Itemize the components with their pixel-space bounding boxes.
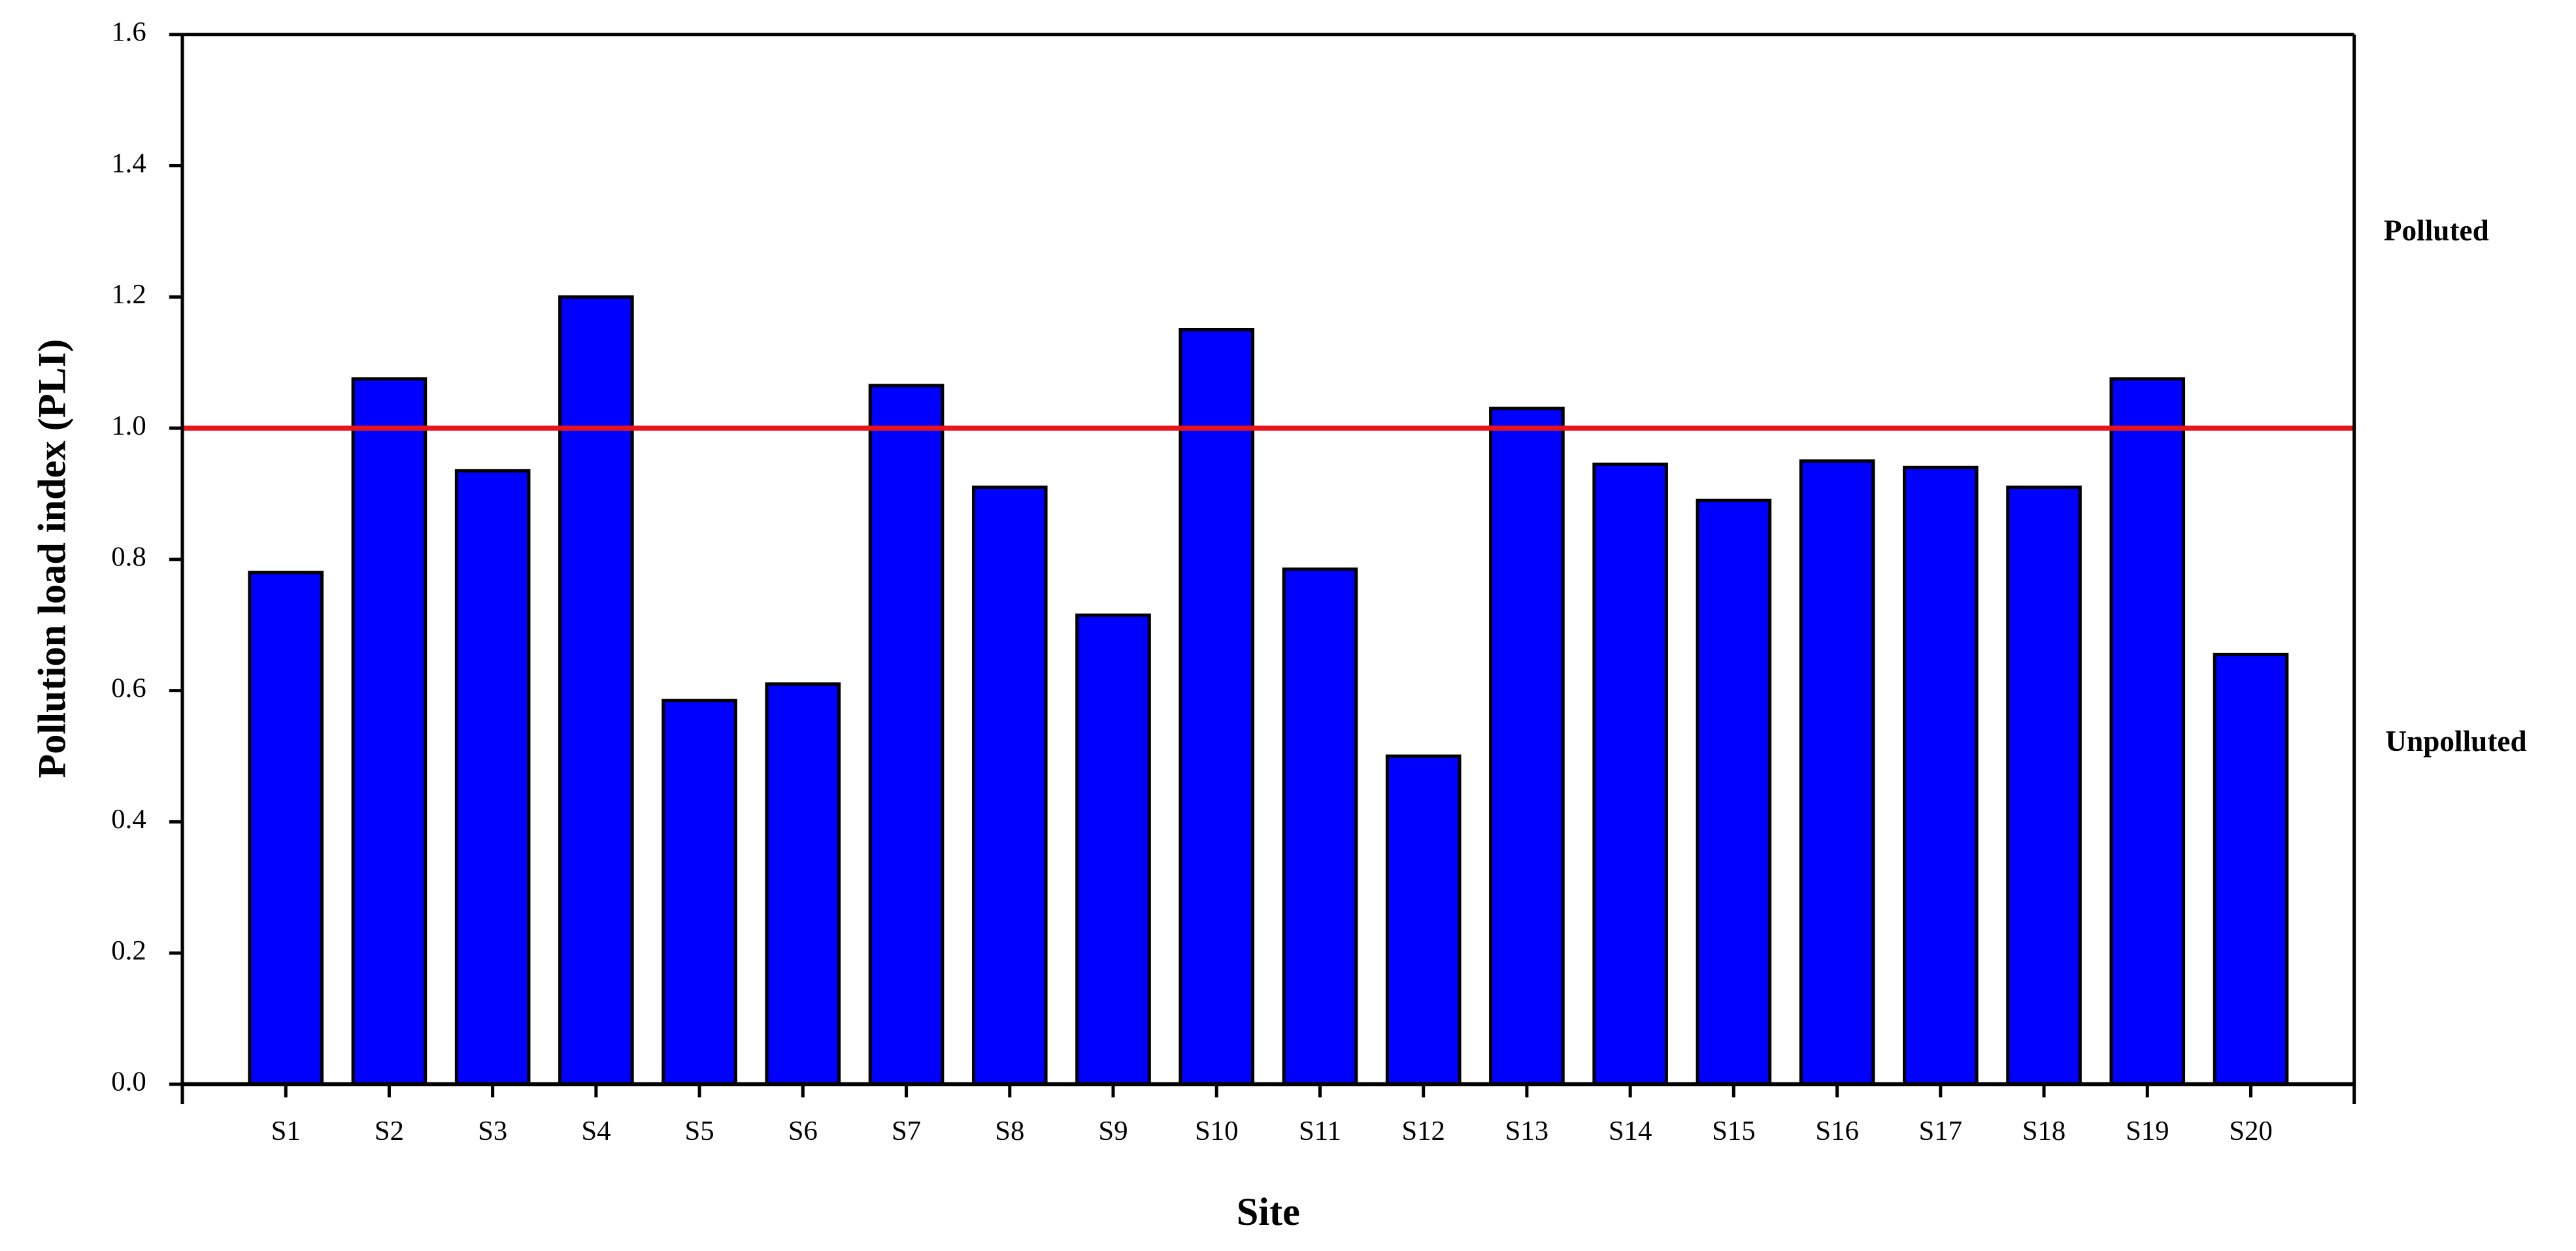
bar	[1902, 465, 1979, 1086]
x-tick-label: S3	[478, 1116, 507, 1146]
y-tick-label: 0.2	[111, 935, 146, 966]
x-axis-title: Site	[1237, 1190, 1300, 1234]
bar	[971, 485, 1048, 1086]
x-tick-label: S20	[2229, 1116, 2272, 1146]
y-tick-label: 1.0	[111, 410, 146, 441]
bar	[351, 377, 427, 1086]
bar	[1179, 327, 1255, 1086]
y-tick-label: 1.2	[111, 279, 146, 310]
y-tick-label: 0.0	[111, 1067, 146, 1097]
x-tick-label: S12	[1401, 1116, 1445, 1146]
x-tick-label: S14	[1609, 1116, 1652, 1146]
x-tick-label: S5	[685, 1116, 714, 1146]
x-tick-label: S10	[1195, 1116, 1238, 1146]
bar	[1799, 459, 1875, 1086]
y-tick-label: 0.4	[111, 804, 146, 835]
bar	[765, 682, 841, 1086]
x-tick-label: S1	[271, 1116, 301, 1146]
y-tick-label: 0.6	[111, 673, 146, 703]
x-tick-label: S6	[788, 1116, 818, 1146]
bar	[1385, 754, 1462, 1086]
x-tick-label: S15	[1712, 1116, 1755, 1146]
bar	[1282, 567, 1358, 1086]
annotation: Polluted	[2384, 214, 2489, 246]
y-tick-label: 1.6	[111, 17, 146, 48]
bar	[248, 571, 324, 1086]
x-tick-label: S17	[1919, 1116, 1962, 1146]
bar	[1489, 407, 1565, 1086]
x-tick-label: S19	[2126, 1116, 2169, 1146]
bar	[2006, 485, 2082, 1086]
bar	[1592, 462, 1668, 1086]
y-axis-title: Pollution load index (PLI)	[30, 339, 74, 778]
x-tick-label: S11	[1299, 1116, 1341, 1146]
bar	[454, 469, 531, 1086]
annotation: Unpolluted	[2385, 725, 2526, 758]
bar	[2213, 652, 2289, 1086]
bar	[1696, 498, 1772, 1086]
x-tick-label: S18	[2022, 1116, 2066, 1146]
x-tick-label: S13	[1505, 1116, 1548, 1146]
bar	[661, 699, 737, 1086]
bar	[1075, 613, 1151, 1086]
y-tick-label: 0.8	[111, 542, 146, 573]
y-tick-label: 1.4	[111, 148, 146, 178]
x-tick-label: S2	[375, 1116, 404, 1146]
x-tick-label: S4	[581, 1116, 611, 1146]
bar	[558, 295, 634, 1086]
bar	[868, 384, 945, 1086]
bar	[2109, 377, 2186, 1086]
x-tick-label: S7	[892, 1116, 921, 1146]
x-tick-label: S16	[1815, 1116, 1858, 1146]
x-tick-label: S8	[995, 1116, 1024, 1146]
x-tick-label: S9	[1098, 1116, 1128, 1146]
